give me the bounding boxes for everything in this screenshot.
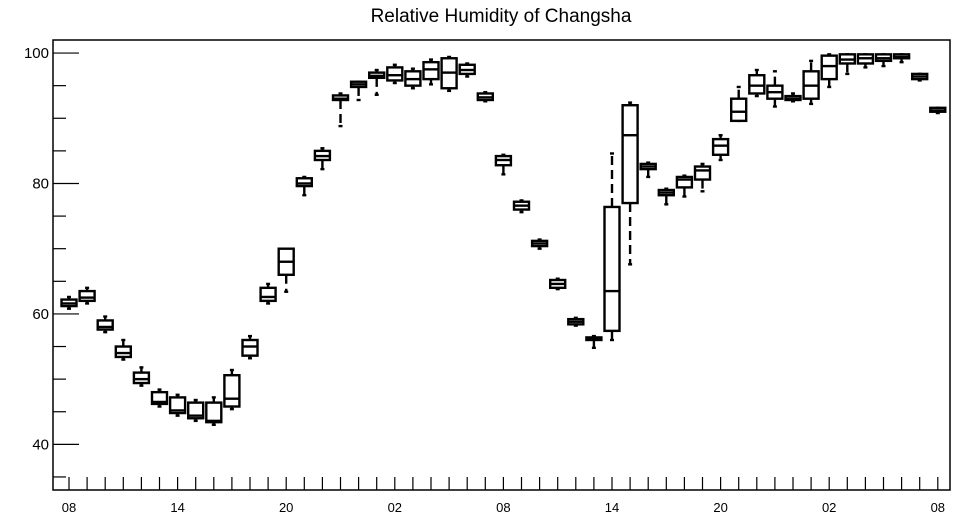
box-4	[132, 366, 151, 387]
box-24	[494, 153, 513, 176]
box-25	[512, 199, 531, 214]
box-18	[386, 63, 404, 85]
box-0	[60, 295, 78, 310]
box-body	[205, 401, 223, 424]
box-body	[621, 104, 639, 205]
box-46	[892, 53, 911, 64]
box-44	[856, 53, 875, 69]
box-42	[820, 53, 838, 89]
box-23	[476, 90, 494, 103]
box-1	[78, 286, 96, 305]
x-tick-label: 08	[931, 500, 945, 515]
box-34	[675, 174, 694, 198]
x-tick-label: 20	[713, 500, 727, 515]
box-body	[241, 338, 259, 357]
x-tick-label: 20	[279, 500, 293, 515]
box-body	[132, 371, 151, 385]
box-11	[259, 282, 277, 305]
box-26	[530, 238, 549, 250]
box-body	[603, 205, 621, 333]
box-39	[766, 70, 784, 108]
y-tick-label: 40	[32, 436, 49, 453]
box-2	[96, 315, 114, 334]
box-body	[422, 60, 440, 81]
box-body	[295, 177, 313, 188]
box-8	[205, 396, 223, 426]
x-tick-label: 08	[62, 500, 76, 515]
box-15	[331, 92, 350, 128]
y-tick-label: 100	[24, 45, 49, 62]
box-43	[838, 53, 856, 76]
box-47	[911, 72, 929, 82]
x-tick-label: 14	[170, 500, 184, 515]
box-body	[748, 74, 766, 95]
box-body	[730, 97, 748, 123]
box-series	[60, 53, 947, 426]
chart-title: Relative Humidity of Changsha	[371, 6, 632, 27]
box-31	[621, 101, 639, 266]
box-40	[784, 92, 802, 103]
box-38	[748, 68, 766, 98]
box-36	[711, 134, 730, 162]
box-14	[313, 147, 332, 171]
box-body	[711, 137, 730, 156]
box-body	[114, 345, 133, 359]
box-28	[567, 316, 585, 327]
box-body	[96, 319, 114, 331]
box-7	[186, 398, 205, 423]
box-body	[675, 175, 694, 189]
box-5	[150, 388, 169, 408]
box-12	[277, 247, 295, 293]
y-axis: 40 60 80 100	[24, 45, 79, 478]
box-body	[186, 401, 205, 420]
box-10	[241, 334, 259, 360]
box-37	[730, 85, 748, 123]
box-body	[223, 374, 241, 408]
box-body	[168, 396, 187, 415]
box-19	[404, 67, 422, 90]
y-tick-label: 80	[32, 175, 49, 192]
box-45	[874, 53, 893, 68]
box-16	[349, 80, 368, 102]
y-tick-label: 60	[32, 306, 49, 323]
box-20	[422, 58, 440, 86]
box-13	[295, 175, 313, 197]
plot-frame	[52, 39, 951, 491]
box-27	[549, 277, 567, 291]
box-48	[929, 106, 947, 115]
box-17	[368, 68, 386, 96]
box-29	[585, 334, 603, 350]
box-body	[150, 390, 169, 406]
x-tick-label: 08	[496, 500, 510, 515]
box-32	[639, 161, 657, 179]
box-body	[78, 289, 96, 303]
box-30	[603, 152, 621, 342]
box-41	[802, 59, 820, 106]
x-tick-label: 02	[388, 500, 402, 515]
box-9	[223, 368, 241, 411]
box-body	[259, 286, 277, 303]
box-6	[168, 393, 187, 417]
box-33	[657, 187, 675, 206]
box-3	[114, 338, 133, 361]
x-axis: 08 14 20 02 08 14 20 02 08	[62, 477, 945, 515]
x-tick-label: 14	[605, 500, 619, 515]
box-body	[386, 66, 404, 82]
box-body	[820, 54, 838, 81]
box-21	[440, 55, 458, 93]
box-35	[693, 162, 712, 193]
box-22	[458, 62, 476, 78]
box-body	[693, 165, 712, 181]
x-tick-label: 02	[822, 500, 836, 515]
